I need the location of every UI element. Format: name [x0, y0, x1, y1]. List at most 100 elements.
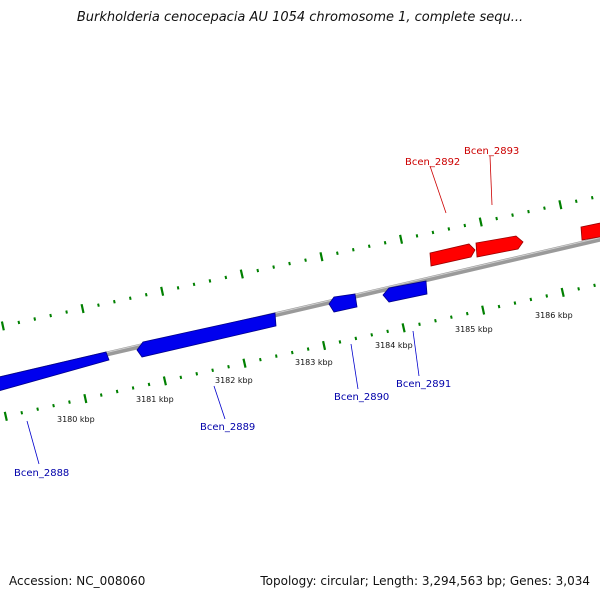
gene-bcen-2889[interactable]: [136, 312, 277, 358]
minor-tick: [115, 389, 119, 394]
minor-tick: [577, 287, 580, 291]
minor-tick: [272, 265, 275, 269]
minor-tick: [497, 304, 501, 309]
minor-tick: [450, 315, 453, 319]
minor-tick: [495, 216, 498, 221]
minor-tick: [290, 350, 294, 355]
gene-label-bcen-2891[interactable]: Bcen_2891: [396, 379, 451, 390]
minor-tick: [463, 223, 467, 228]
major-tick: [560, 287, 565, 298]
major-tick: [401, 323, 406, 333]
scale-label: 3185 kbp: [455, 325, 493, 334]
minor-tick: [386, 329, 389, 334]
gene-partial-right[interactable]: [580, 222, 600, 241]
major-tick: [83, 393, 88, 404]
leader-lines: [26, 155, 493, 465]
minor-tick: [256, 268, 260, 273]
minor-tick: [33, 317, 37, 321]
minor-tick: [227, 364, 230, 369]
major-tick: [481, 305, 486, 315]
gene-bcen-2891[interactable]: [382, 280, 428, 303]
minor-tick: [275, 354, 278, 358]
major-tick: [319, 252, 324, 262]
minor-tick: [370, 333, 374, 337]
minor-tick: [195, 371, 199, 376]
gene-label-bcen-2892[interactable]: Bcen_2892: [405, 157, 460, 168]
minor-tick: [527, 209, 530, 214]
minor-tick: [17, 320, 21, 325]
minor-tick: [511, 213, 514, 217]
summary-text: Topology: circular; Length: 3,294,563 bp…: [260, 574, 590, 588]
minor-tick: [465, 311, 469, 316]
minor-tick: [367, 244, 371, 249]
minor-tick: [434, 318, 437, 323]
major-tick: [558, 200, 563, 210]
accession-text: Accession: NC_008060: [9, 574, 146, 588]
minor-tick: [65, 310, 68, 314]
scale-label: 3186 kbp: [535, 311, 573, 320]
minor-tick: [431, 230, 435, 235]
minor-tick: [574, 199, 578, 204]
minor-tick: [224, 275, 228, 280]
minor-tick: [352, 248, 355, 252]
minor-tick: [179, 375, 183, 380]
minor-tick: [97, 303, 100, 307]
gene-bcen-2893[interactable]: [475, 235, 524, 258]
scale-label: 3183 kbp: [295, 358, 333, 367]
minor-tick: [418, 322, 421, 326]
minor-tick: [288, 261, 291, 266]
minor-tick: [354, 336, 358, 341]
minor-tick: [259, 357, 262, 362]
gene-label-bcen-2888[interactable]: Bcen_2888: [14, 468, 69, 479]
minor-tick: [129, 296, 132, 300]
gene-label-bcen-2890[interactable]: Bcen_2890: [334, 392, 389, 403]
major-tick: [80, 303, 85, 314]
minor-tick: [176, 286, 180, 290]
minor-tick: [336, 251, 339, 256]
scale-label: 3182 kbp: [215, 376, 253, 385]
minor-tick: [304, 258, 307, 262]
minor-tick: [513, 301, 517, 305]
minor-tick: [383, 240, 387, 245]
minor-tick: [590, 195, 594, 200]
minor-tick: [131, 386, 135, 390]
minor-tick: [68, 400, 71, 404]
minor-tick: [52, 403, 55, 408]
major-tick: [160, 286, 165, 296]
minor-tick: [529, 297, 533, 302]
minor-tick: [208, 279, 212, 283]
minor-tick: [113, 299, 116, 304]
major-tick: [239, 269, 244, 279]
minor-tick: [447, 227, 451, 231]
gene-label-bcen-2889[interactable]: Bcen_2889: [200, 422, 255, 433]
major-tick: [3, 411, 8, 421]
major-tick: [0, 321, 5, 331]
minor-tick: [99, 393, 103, 397]
minor-tick: [415, 234, 419, 238]
major-tick: [242, 358, 247, 368]
scale-label: 3180 kbp: [57, 415, 95, 424]
minor-tick: [338, 340, 342, 344]
minor-tick: [192, 282, 196, 287]
scale-label: 3181 kbp: [136, 395, 174, 404]
inner-tick-ring: [3, 283, 596, 421]
gene-bcen-2888[interactable]: [0, 351, 110, 392]
minor-tick: [593, 283, 596, 288]
minor-tick: [20, 410, 24, 415]
minor-tick: [36, 407, 39, 411]
gene-bcen-2890[interactable]: [328, 293, 358, 313]
outer-tick-ring: [0, 195, 594, 331]
gene-bcen-2892[interactable]: [429, 243, 476, 267]
minor-tick: [211, 368, 214, 373]
gene-label-bcen-2893[interactable]: Bcen_2893: [464, 146, 519, 157]
major-tick: [478, 217, 483, 227]
minor-tick: [306, 347, 310, 351]
minor-tick: [543, 206, 546, 210]
map-title: Burkholderia cenocepacia AU 1054 chromos…: [76, 10, 524, 25]
minor-tick: [545, 294, 549, 298]
minor-tick: [147, 382, 151, 387]
minor-tick: [144, 292, 148, 297]
major-tick: [322, 340, 327, 351]
scale-label: 3184 kbp: [375, 341, 413, 350]
